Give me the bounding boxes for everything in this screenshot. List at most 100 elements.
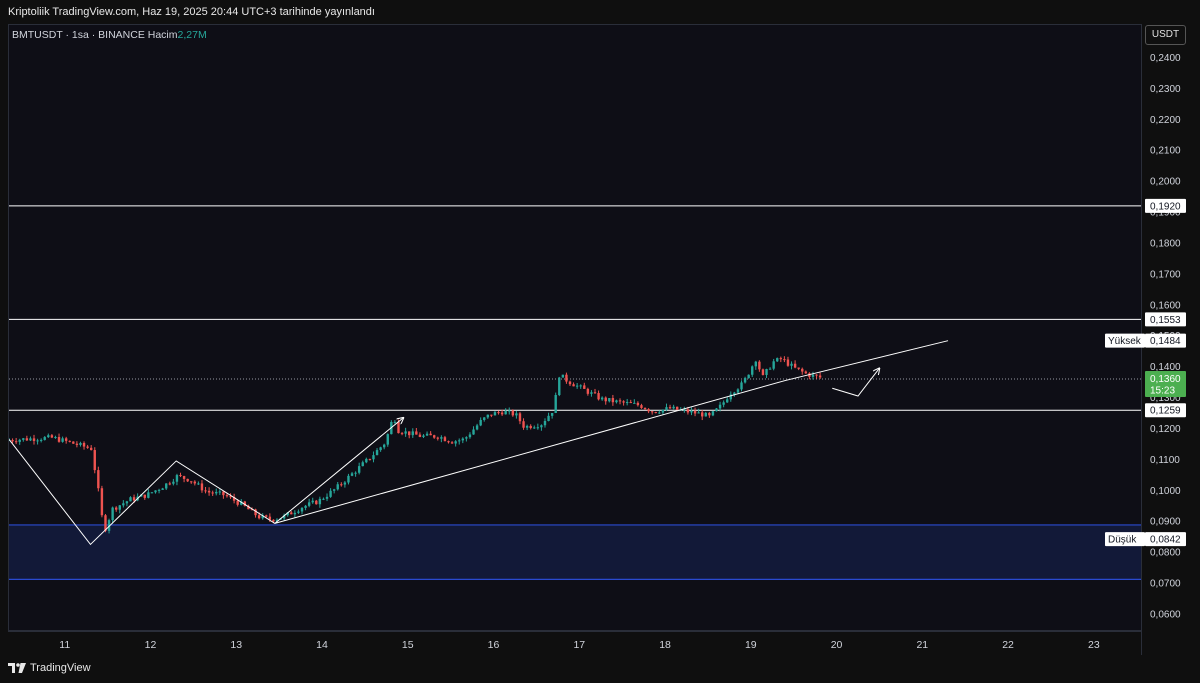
candle-95[interactable] bbox=[347, 473, 350, 485]
candle-159[interactable] bbox=[575, 382, 579, 389]
candle-29[interactable] bbox=[111, 506, 114, 524]
candle-101[interactable] bbox=[368, 458, 372, 461]
candle-187[interactable] bbox=[675, 406, 679, 411]
candle-208[interactable] bbox=[751, 365, 754, 377]
candle-106[interactable] bbox=[386, 433, 389, 447]
drawn-path-0[interactable] bbox=[9, 418, 403, 546]
candle-10[interactable] bbox=[43, 436, 46, 441]
candle-42[interactable] bbox=[157, 488, 161, 494]
candle-161[interactable] bbox=[583, 382, 586, 389]
candle-169[interactable] bbox=[611, 394, 615, 406]
candle-222[interactable] bbox=[801, 367, 804, 375]
candle-16[interactable] bbox=[64, 436, 68, 444]
candle-213[interactable] bbox=[768, 367, 772, 370]
candle-34[interactable] bbox=[129, 496, 132, 502]
candle-183[interactable] bbox=[661, 409, 665, 415]
candle-158[interactable] bbox=[572, 382, 575, 387]
candle-214[interactable] bbox=[772, 358, 775, 371]
candle-77[interactable] bbox=[282, 513, 286, 521]
candle-63[interactable] bbox=[232, 493, 236, 504]
candle-5[interactable] bbox=[25, 435, 29, 441]
candle-69[interactable] bbox=[254, 508, 257, 518]
candle-207[interactable] bbox=[747, 374, 750, 379]
candle-62[interactable] bbox=[229, 493, 232, 499]
candle-210[interactable] bbox=[758, 360, 761, 372]
candle-211[interactable] bbox=[761, 368, 765, 376]
candle-200[interactable] bbox=[722, 400, 725, 408]
trendline[interactable] bbox=[274, 340, 949, 524]
candle-102[interactable] bbox=[372, 451, 375, 463]
candle-181[interactable] bbox=[654, 411, 657, 414]
candle-171[interactable] bbox=[618, 398, 622, 405]
candle-57[interactable] bbox=[211, 490, 214, 496]
candle-53[interactable] bbox=[197, 481, 200, 486]
candle-31[interactable] bbox=[118, 505, 121, 514]
candle-71[interactable] bbox=[261, 513, 264, 520]
candle-165[interactable] bbox=[597, 390, 600, 401]
candle-79[interactable] bbox=[290, 510, 293, 515]
support-zone[interactable] bbox=[9, 524, 1141, 580]
candle-81[interactable] bbox=[297, 509, 300, 514]
candle-44[interactable] bbox=[165, 483, 168, 490]
candle-49[interactable] bbox=[182, 475, 186, 483]
candle-94[interactable] bbox=[343, 481, 347, 488]
candle-64[interactable] bbox=[236, 499, 239, 507]
candle-97[interactable] bbox=[354, 471, 357, 477]
candle-128[interactable] bbox=[465, 436, 468, 442]
candle-178[interactable] bbox=[643, 407, 647, 410]
candle-156[interactable] bbox=[565, 372, 568, 384]
candle-138[interactable] bbox=[500, 409, 504, 416]
candle-141[interactable] bbox=[511, 409, 515, 417]
candle-199[interactable] bbox=[718, 401, 722, 412]
candle-224[interactable] bbox=[808, 372, 811, 380]
candle-157[interactable] bbox=[568, 380, 572, 386]
candle-186[interactable] bbox=[672, 404, 675, 410]
candle-116[interactable] bbox=[422, 434, 425, 439]
candle-216[interactable] bbox=[779, 356, 783, 363]
candle-197[interactable] bbox=[711, 410, 715, 417]
time-axis[interactable] bbox=[8, 631, 1141, 655]
candle-117[interactable] bbox=[425, 431, 429, 437]
candle-41[interactable] bbox=[154, 490, 157, 494]
candle-105[interactable] bbox=[382, 443, 386, 450]
candle-52[interactable] bbox=[193, 480, 197, 486]
candle-215[interactable] bbox=[776, 357, 779, 363]
candle-163[interactable] bbox=[590, 390, 593, 397]
candle-179[interactable] bbox=[647, 408, 650, 414]
candle-146[interactable] bbox=[529, 424, 532, 430]
candle-202[interactable] bbox=[729, 391, 732, 402]
candle-90[interactable] bbox=[329, 488, 332, 498]
candle-96[interactable] bbox=[350, 471, 354, 477]
candle-12[interactable] bbox=[50, 433, 54, 439]
candle-143[interactable] bbox=[518, 411, 522, 425]
candle-167[interactable] bbox=[604, 396, 607, 405]
candle-45[interactable] bbox=[168, 481, 171, 486]
candle-25[interactable] bbox=[97, 466, 100, 492]
candle-30[interactable] bbox=[114, 506, 118, 512]
candle-82[interactable] bbox=[300, 507, 304, 515]
candle-51[interactable] bbox=[190, 481, 193, 484]
candle-3[interactable] bbox=[18, 438, 21, 445]
candle-206[interactable] bbox=[743, 376, 747, 384]
candle-126[interactable] bbox=[458, 438, 461, 445]
candle-114[interactable] bbox=[415, 428, 418, 435]
candle-32[interactable] bbox=[122, 500, 125, 508]
drawn-path-1[interactable] bbox=[832, 368, 879, 397]
candle-111[interactable] bbox=[404, 427, 407, 437]
candle-124[interactable] bbox=[450, 441, 454, 444]
candle-20[interactable] bbox=[79, 441, 82, 447]
candle-112[interactable] bbox=[408, 431, 411, 439]
candle-89[interactable] bbox=[325, 493, 329, 502]
candle-154[interactable] bbox=[558, 376, 561, 397]
candle-180[interactable] bbox=[650, 410, 654, 415]
candle-118[interactable] bbox=[429, 431, 432, 436]
candle-204[interactable] bbox=[736, 388, 740, 395]
candle-127[interactable] bbox=[461, 437, 465, 444]
candle-22[interactable] bbox=[86, 444, 89, 449]
candle-182[interactable] bbox=[658, 410, 661, 414]
candle-91[interactable] bbox=[332, 488, 336, 494]
candle-24[interactable] bbox=[93, 447, 96, 474]
candle-8[interactable] bbox=[36, 438, 39, 445]
candle-113[interactable] bbox=[411, 428, 414, 438]
candle-83[interactable] bbox=[304, 504, 307, 511]
